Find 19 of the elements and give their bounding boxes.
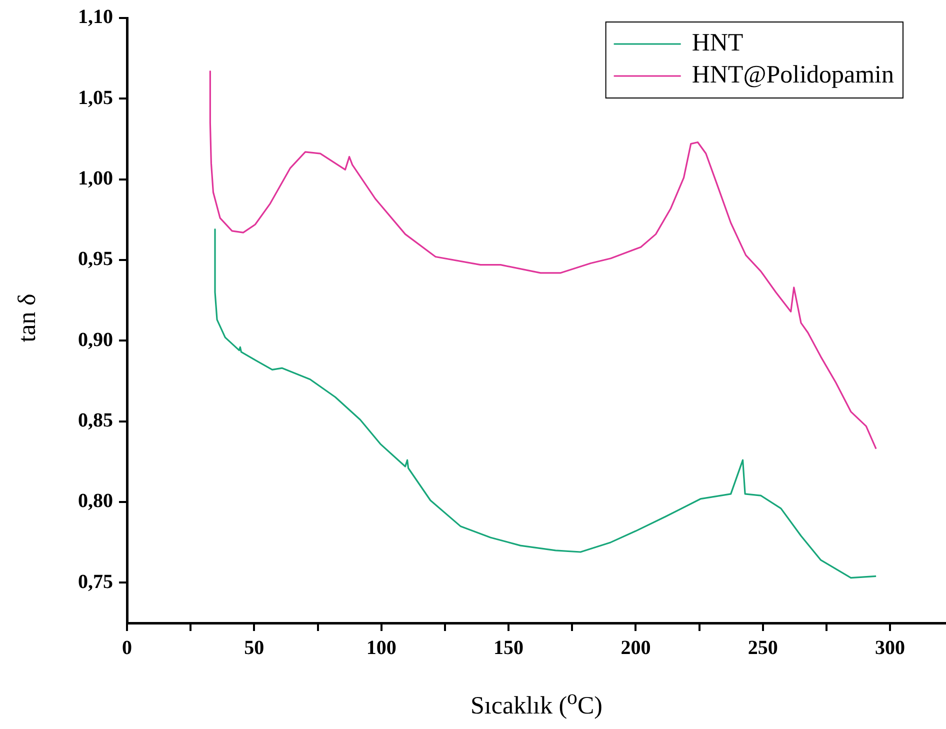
y-tick-label: 1,00 <box>78 168 113 190</box>
y-tick-label: 0,75 <box>78 570 113 593</box>
x-tick-label: 50 <box>244 637 264 660</box>
x-tick-label: 250 <box>748 637 778 660</box>
x-tick-label: 100 <box>366 637 396 660</box>
y-tick-label: 0,85 <box>78 410 113 432</box>
legend-label: HNT <box>692 30 744 57</box>
y-tick-label: 0,90 <box>78 328 113 351</box>
y-axis-title: tan δ <box>14 294 42 342</box>
y-tick-label: 0,95 <box>78 248 113 270</box>
x-tick-label: 150 <box>494 637 524 660</box>
y-tick-label: 1,05 <box>78 86 113 109</box>
x-axis-title: Sıcaklık ($^{o}$C) <box>470 685 604 720</box>
y-tick-label: 0,80 <box>78 490 113 512</box>
y-tick-label: 1,10 <box>78 6 113 28</box>
x-tick-label: 300 <box>875 637 906 660</box>
x-tick-label: 0 <box>122 637 132 660</box>
legend-label: HNT@Polidopamin <box>692 62 894 89</box>
x-tick-label: 200 <box>620 637 651 660</box>
